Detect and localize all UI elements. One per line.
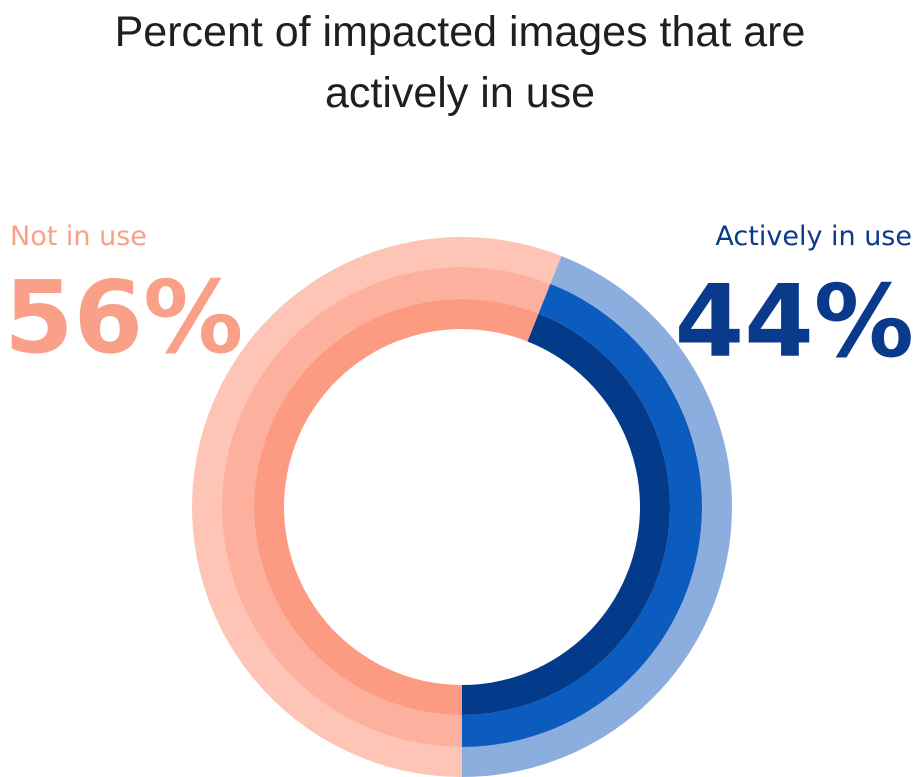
donut-segment	[462, 255, 732, 777]
legend-label: Not in use	[10, 221, 147, 252]
donut-segment	[462, 313, 671, 715]
donut-segment	[462, 283, 703, 747]
value-label: 56%	[4, 259, 243, 376]
value-label: 44%	[675, 263, 914, 380]
legend-label: Actively in use	[715, 221, 912, 252]
chart-title: Percent of impacted images that are acti…	[114, 8, 806, 117]
